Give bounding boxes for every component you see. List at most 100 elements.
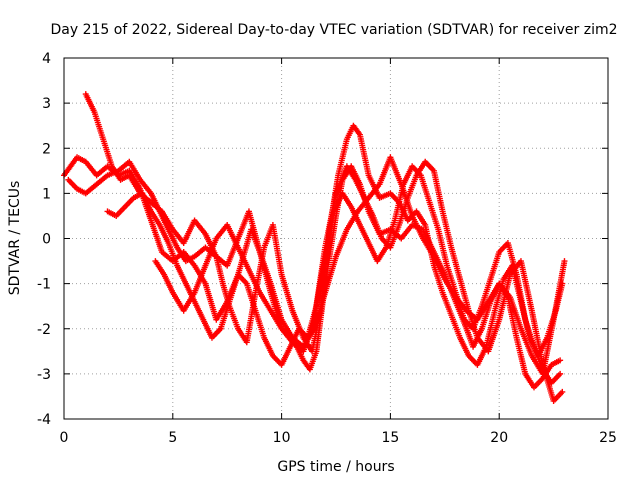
data-point <box>243 280 258 312</box>
data-point <box>356 221 371 245</box>
data-point <box>235 271 249 286</box>
data-point <box>126 158 143 182</box>
data-point <box>180 219 197 247</box>
data-point <box>82 91 97 114</box>
data-point <box>91 109 106 141</box>
data-point <box>387 154 404 186</box>
y-tick-label: 3 <box>42 96 51 112</box>
data-point <box>148 217 165 254</box>
data-point <box>148 190 162 213</box>
data-point <box>278 325 294 340</box>
data-point <box>245 208 263 254</box>
data-point <box>256 289 273 312</box>
series-track-e <box>152 154 568 377</box>
data-point <box>561 258 568 265</box>
y-tick-label: -2 <box>37 322 51 338</box>
data-point <box>104 208 118 219</box>
data-point <box>422 158 436 173</box>
data-point <box>369 212 384 240</box>
data-point <box>174 262 188 285</box>
data-point <box>439 289 454 317</box>
data-point <box>191 298 206 321</box>
data-point <box>478 300 493 332</box>
data-point <box>398 223 414 242</box>
y-tick-label: 2 <box>42 141 51 157</box>
data-point <box>365 240 380 263</box>
data-point <box>165 240 180 267</box>
data-point <box>93 173 109 188</box>
data-point <box>513 334 528 375</box>
data-point <box>557 370 564 377</box>
data-point <box>313 255 328 310</box>
data-point <box>252 307 267 339</box>
data-point <box>158 249 175 263</box>
data-point <box>333 228 350 260</box>
data-point <box>457 276 472 312</box>
data-point <box>156 221 171 245</box>
chart-title: Day 215 of 2022, Sidereal Day-to-day VTE… <box>51 22 618 38</box>
data-point <box>182 254 196 265</box>
data-point <box>278 271 295 312</box>
data-point <box>487 251 502 283</box>
data-point <box>528 307 546 366</box>
data-point <box>235 244 252 272</box>
series-track-d <box>104 163 564 386</box>
data-point <box>448 244 463 281</box>
data-point <box>517 258 535 312</box>
data-point <box>550 260 568 323</box>
x-tick-label: 15 <box>381 430 399 446</box>
data-point <box>165 226 180 249</box>
data-point <box>413 208 428 227</box>
data-point <box>269 352 284 367</box>
data-point <box>513 271 528 321</box>
data-point <box>137 176 153 195</box>
data-point <box>339 190 354 209</box>
data-point <box>548 372 562 386</box>
data-point <box>224 221 241 249</box>
data-point <box>226 273 241 305</box>
x-axis-label: GPS time / hours <box>277 459 394 475</box>
data-point <box>350 122 362 137</box>
y-axis-label: SDTVAR / TECUs <box>7 181 23 296</box>
data-point <box>82 182 99 197</box>
data-point <box>148 208 162 227</box>
data-point <box>245 267 262 294</box>
data-point <box>550 390 564 404</box>
data-point <box>213 223 229 242</box>
y-tick-label: 4 <box>42 51 51 67</box>
x-tick-label: 5 <box>168 430 177 446</box>
data-point <box>161 271 175 294</box>
y-tick-label: 0 <box>42 232 51 248</box>
y-tick-labels: 4 3 2 1 0 -1 -2 -3 -4 <box>37 51 51 428</box>
y-tick-label: -1 <box>37 277 51 293</box>
y-tick-label: -4 <box>37 412 51 428</box>
data-point <box>322 255 339 296</box>
data-point <box>256 249 274 294</box>
data-point <box>261 334 276 358</box>
data-point <box>139 190 154 213</box>
axis-ticks <box>63 57 609 420</box>
data-point <box>191 245 207 260</box>
data-point <box>376 191 392 201</box>
x-tick-label: 25 <box>599 430 617 446</box>
x-tick-label: 0 <box>60 430 69 446</box>
data-point <box>152 258 167 276</box>
data-markers <box>61 91 568 404</box>
data-point <box>306 350 319 373</box>
data-point <box>557 357 564 364</box>
data-point <box>235 325 249 344</box>
data-point <box>517 325 535 357</box>
data-point <box>356 131 372 177</box>
data-point <box>267 307 284 330</box>
data-point <box>115 160 131 174</box>
data-point <box>409 163 423 177</box>
data-point <box>376 156 393 188</box>
data-point <box>322 210 337 260</box>
data-point <box>417 172 432 204</box>
data-point <box>269 221 285 276</box>
data-point <box>539 318 557 377</box>
x-tick-label: 10 <box>273 430 291 446</box>
data-point <box>383 219 398 251</box>
